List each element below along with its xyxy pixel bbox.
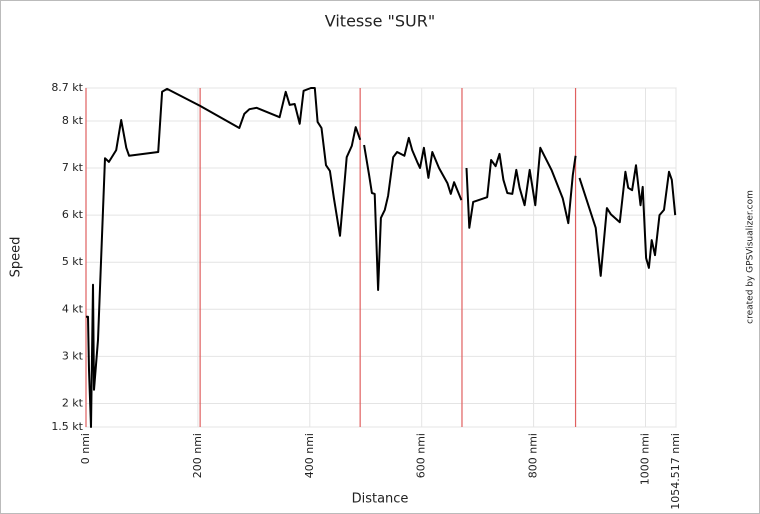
y-tick-label: 3 kt [62, 349, 84, 362]
y-axis-label: Speed [9, 237, 24, 278]
y-tick-label: 5 kt [62, 255, 84, 268]
x-tick-label: 200 nmi [191, 433, 204, 478]
y-tick-label: 1.5 kt [51, 420, 83, 433]
x-tick-label: 800 nmi [527, 433, 540, 478]
x-tick-label: 600 nmi [415, 433, 428, 478]
y-tick-label: 8 kt [62, 114, 84, 127]
x-axis-label: Distance [352, 492, 409, 507]
y-tick-label: 7 kt [62, 161, 84, 174]
y-tick-label: 6 kt [62, 208, 84, 221]
x-tick-label: 400 nmi [303, 433, 316, 478]
y-tick-label: 8.7 kt [51, 81, 83, 94]
y-tick-label: 4 kt [62, 302, 84, 315]
credit: created by GPSVisualizer.com [746, 190, 756, 324]
y-tick-label: 2 kt [62, 396, 84, 409]
chart-title: Vitesse "SUR" [325, 12, 435, 31]
speed-line [86, 87, 677, 428]
x-tick-label: 1000 nmi [638, 433, 651, 485]
x-tick-label: 0 nmi [79, 433, 92, 464]
x-tick-label: 1054.517 nmi [669, 433, 682, 510]
